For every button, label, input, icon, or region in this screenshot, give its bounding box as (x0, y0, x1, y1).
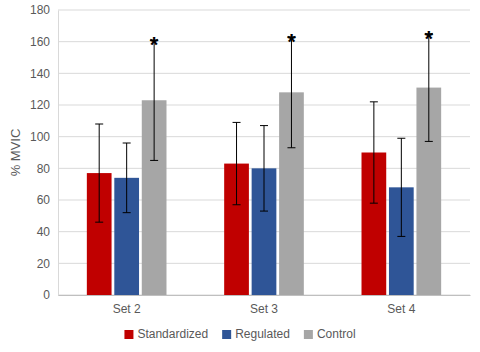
y-tick-label: 140 (30, 67, 50, 81)
legend-item: Standardized (124, 327, 208, 341)
y-tick: 100 (30, 130, 58, 144)
y-tick: 120 (30, 98, 58, 112)
x-axis-line (59, 295, 471, 296)
y-tick: 140 (30, 67, 58, 81)
y-axis-line (58, 11, 59, 296)
annotation: * (287, 29, 296, 54)
error-bar (260, 126, 268, 211)
y-tick: 80 (37, 162, 58, 176)
error-bar (370, 102, 378, 203)
grid (58, 10, 470, 295)
error-bar (150, 40, 158, 160)
x-tick-label: Set 3 (250, 302, 278, 316)
legend-item: Regulated (222, 327, 290, 341)
y-tick-label: 180 (30, 3, 50, 17)
error-bar (397, 138, 405, 236)
y-tick-label: 120 (30, 98, 50, 112)
legend-item: Control (304, 327, 356, 341)
y-axis-title: % MVIC (8, 129, 23, 177)
grid-line (58, 73, 470, 74)
plot: 0 20 40 60 80 100 120 140 160 180 Set 2 Set 3 Set 4 *… (30, 3, 471, 315)
legend: Standardized Regulated Control (124, 327, 355, 341)
x-tick: Set 4 (387, 295, 415, 316)
y-tick: 40 (37, 225, 58, 239)
grid-line (58, 10, 470, 11)
x-tick-label: Set 2 (113, 302, 141, 316)
legend-label: Regulated (235, 327, 290, 341)
error-bar (95, 124, 103, 222)
y-tick-label: 40 (37, 225, 51, 239)
x-axis: Set 2 Set 3 Set 4 (59, 295, 471, 316)
annotation: * (150, 32, 159, 57)
y-tick: 60 (37, 193, 58, 207)
y-tick-label: 100 (30, 130, 50, 144)
y-tick: 180 (30, 3, 58, 17)
y-tick-label: 0 (43, 288, 50, 302)
y-tick-label: 160 (30, 35, 50, 49)
y-tick: 0 (43, 288, 58, 302)
y-tick: 20 (37, 257, 58, 271)
legend-swatch (124, 330, 133, 339)
legend-swatch (222, 330, 231, 339)
x-tick-label: Set 4 (387, 302, 415, 316)
chart: 0 20 40 60 80 100 120 140 160 180 Set 2 Set 3 Set 4 *… (0, 0, 480, 352)
series (87, 102, 386, 295)
annotation: * (425, 26, 434, 51)
error-bar (123, 143, 131, 213)
grid-line (58, 105, 470, 106)
marks (87, 34, 441, 295)
y-tick-label: 20 (37, 257, 51, 271)
legend-label: Standardized (137, 327, 208, 341)
y-tick: 160 (30, 35, 58, 49)
y-axis: 0 20 40 60 80 100 120 140 160 180 (30, 3, 59, 302)
grid-line (58, 41, 470, 42)
legend-swatch (304, 330, 313, 339)
legend-label: Control (317, 327, 356, 341)
x-tick: Set 3 (250, 295, 278, 316)
y-tick-label: 80 (37, 162, 51, 176)
error-bar (233, 122, 241, 204)
x-tick: Set 2 (113, 295, 141, 316)
series (142, 34, 441, 295)
y-tick-label: 60 (37, 193, 51, 207)
